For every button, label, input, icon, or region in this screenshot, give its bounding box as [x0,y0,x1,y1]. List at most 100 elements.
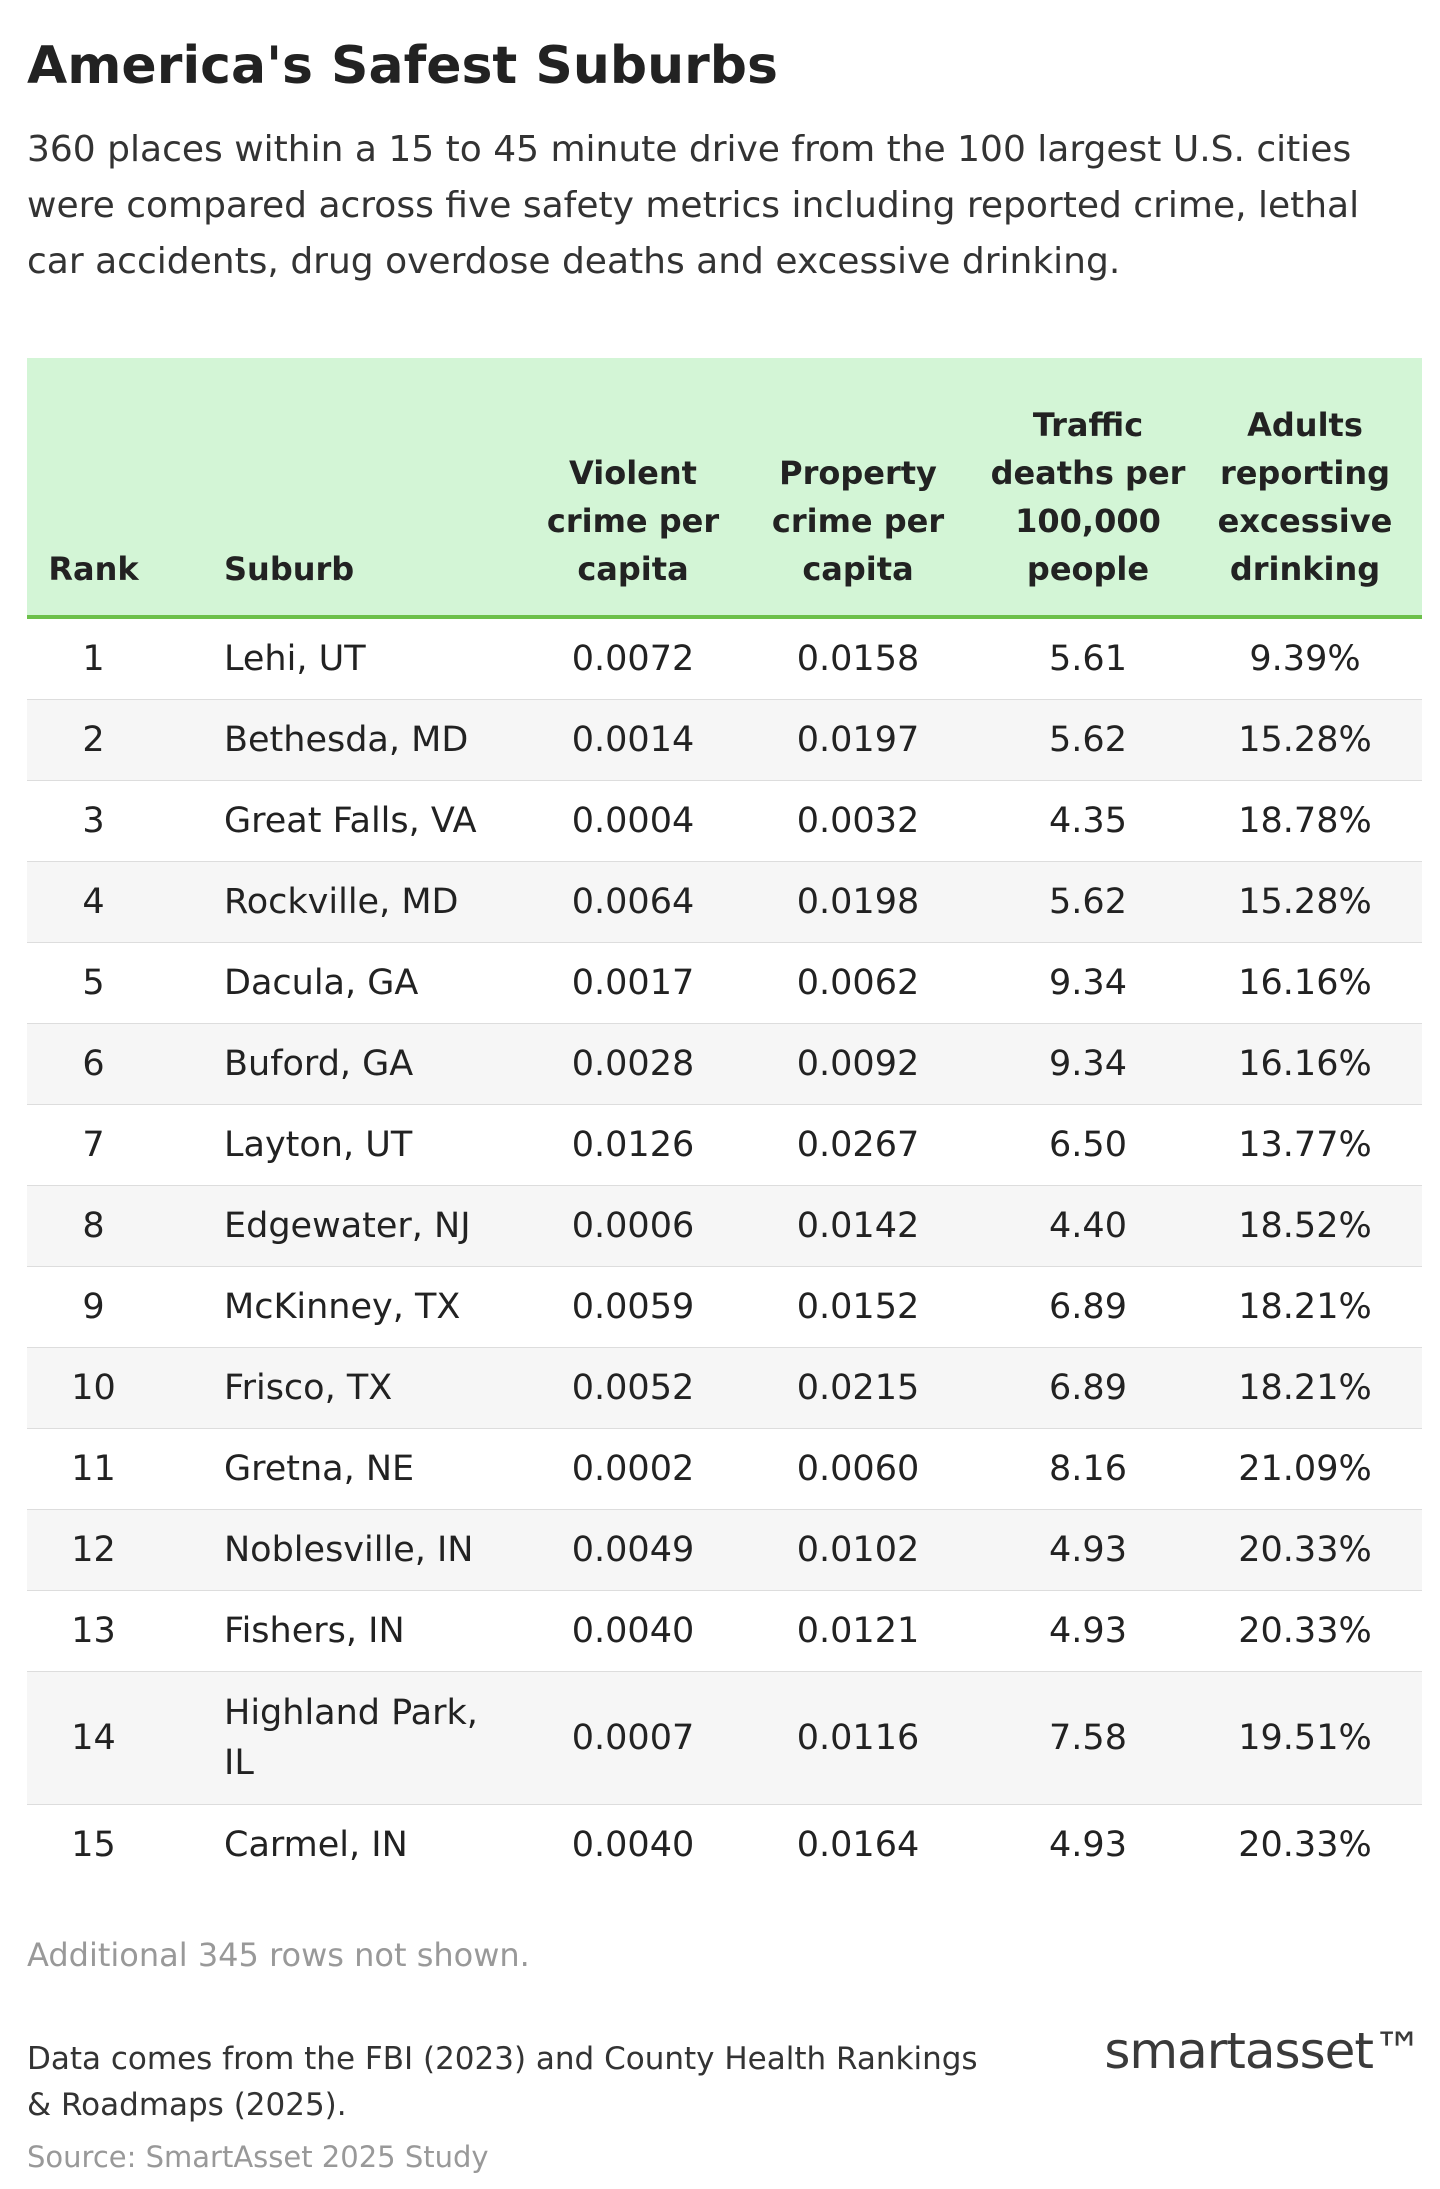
table-cell: 0.0014 [538,699,728,781]
table-note: Additional 345 rows not shown. [27,1936,530,1974]
table-cell: 5 [27,942,160,1024]
footnote: Data comes from the FBI (2023) and Count… [27,2041,978,2123]
table-cell: 8.16 [988,1428,1188,1510]
table-cell: McKinney, TX [160,1266,538,1348]
table-cell: 0.0092 [728,1023,988,1105]
table-cell: 6.50 [988,1104,1188,1186]
table-row: 10 Frisco, TX 0.0052 0.0215 6.89 18.21% [27,1347,1422,1429]
table-cell: 0.0158 [728,617,988,700]
table-cell: 0.0197 [728,699,988,781]
table-cell: 4.93 [988,1590,1188,1672]
table-cell: 11 [27,1428,160,1510]
table-row: 13 Fishers, IN 0.0040 0.0121 4.93 20.33% [27,1590,1422,1672]
table-cell: 0.0267 [728,1104,988,1186]
table-cell: Noblesville, IN [160,1509,538,1591]
table-row: 7 Layton, UT 0.0126 0.0267 6.50 13.77% [27,1104,1422,1186]
table-cell: Edgewater, NJ [160,1185,538,1267]
table-cell: 4.35 [988,780,1188,862]
table-cell: 14 [27,1671,160,1805]
table-cell: 4 [27,861,160,943]
logo: smartasset™ [1104,2022,1423,2080]
table-cell: Fishers, IN [160,1590,538,1672]
table-cell: Bethesda, MD [160,699,538,781]
table-cell: Lehi, UT [160,617,538,700]
source: Source: SmartAsset 2025 Study [27,2140,489,2174]
table-cell: 10 [27,1347,160,1429]
table-cell: 0.0002 [538,1428,728,1510]
column-header: Traffic deaths per 100,000 people [988,358,1188,619]
table-cell: 20.33% [1188,1590,1422,1672]
table-cell: 6 [27,1023,160,1105]
table-cell: 15.28% [1188,699,1422,781]
table-cell: 0.0059 [538,1266,728,1348]
table-cell: Dacula, GA [160,942,538,1024]
table-cell: 0.0116 [728,1671,988,1805]
table-cell: 0.0028 [538,1023,728,1105]
table-cell: 21.09% [1188,1428,1422,1510]
table-cell: 0.0006 [538,1185,728,1267]
table-cell: 13.77% [1188,1104,1422,1186]
table-cell: Layton, UT [160,1104,538,1186]
table-body: 1 Lehi, UT 0.0072 0.0158 5.61 9.39% 2 Bethesda,… [27,617,1422,1885]
table-cell: 0.0164 [796,1825,920,1865]
table-cell: 0.0017 [538,942,728,1024]
table-cell: 0.0062 [728,942,988,1024]
table-row: 14 Highland Park, IL 0.0007 0.0116 7.58 19.51… [27,1671,1422,1805]
table-row: 9 McKinney, TX 0.0059 0.0152 6.89 18.21% [27,1266,1422,1348]
table-cell: 3 [27,780,160,862]
table-cell: 0.0007 [538,1671,728,1805]
table-row: 8 Edgewater, NJ 0.0006 0.0142 4.40 18.52% [27,1185,1422,1267]
table-cell: 7 [27,1104,160,1186]
table-cell: Great Falls, VA [160,780,538,862]
table-cell: 0.0060 [728,1428,988,1510]
table-row: 6 Buford, GA 0.0028 0.0092 9.34 16.16% [27,1023,1422,1105]
table-cell: 20.33% [1238,1825,1372,1865]
table-cell: 18.52% [1188,1185,1422,1267]
table-cell: 2 [27,699,160,781]
title: America's Safest Suburbs [27,36,778,96]
table-cell: 0.0004 [538,780,728,862]
table: Rank Suburb Violent crime per capita Proper… [27,358,1422,1885]
table-cell: 4.93 [1049,1825,1127,1865]
column-header: Violent crime per capita [538,358,728,619]
table-cell: 0.0040 [538,1590,728,1672]
table-cell: 0.0198 [728,861,988,943]
table-cell: 9.34 [988,942,1188,1024]
table-cell: 5.62 [988,699,1188,781]
table-cell: 0.0126 [538,1104,728,1186]
table-cell: 9.39% [1188,617,1422,700]
table-cell: 0.0064 [538,861,728,943]
table-row: 5 Dacula, GA 0.0017 0.0062 9.34 16.16% [27,942,1422,1024]
table-cell: 5.61 [988,617,1188,700]
table-cell: 9.34 [988,1023,1188,1105]
table-cell: Rockville, MD [160,861,538,943]
table-cell: Highland Park, IL [160,1671,538,1805]
table-cell: 0.0121 [728,1590,988,1672]
table-cell: 6.89 [988,1347,1188,1429]
table-cell: 18.21% [1188,1266,1422,1348]
table-cell: Gretna, NE [160,1428,538,1510]
table-cell: 4.40 [988,1185,1188,1267]
table-row: 2 Bethesda, MD 0.0014 0.0197 5.62 15.28% [27,699,1422,781]
column-header: Suburb [160,358,538,619]
table-cell: 12 [27,1509,160,1591]
table-cell: 19.51% [1188,1671,1422,1805]
table-cell: 4.93 [988,1509,1188,1591]
table-cell: 13 [27,1590,160,1672]
table-row: 11 Gretna, NE 0.0002 0.0060 8.16 21.09% [27,1428,1422,1510]
column-header: Property crime per capita [728,358,988,619]
table-cell: 18.78% [1188,780,1422,862]
table-row: 15 Carmel, IN 0.0040 0.0164 4.93 20.33% [27,1805,1422,1886]
table-cell: 0.0142 [728,1185,988,1267]
table-header: Rank Suburb Violent crime per capita Proper… [27,358,1422,619]
table-cell: 7.58 [988,1671,1188,1805]
table-cell: 5.62 [988,861,1188,943]
table-cell: 15 [71,1825,116,1865]
subtitle: 360 places within a 15 to 45 minute driv… [27,129,1360,282]
table-row: 4 Rockville, MD 0.0064 0.0198 5.62 15.28% [27,861,1422,943]
table-cell: 20.33% [1188,1509,1422,1591]
table-row: 1 Lehi, UT 0.0072 0.0158 5.61 9.39% [27,617,1422,700]
table-cell: Frisco, TX [160,1347,538,1429]
column-header: Rank [27,358,160,619]
